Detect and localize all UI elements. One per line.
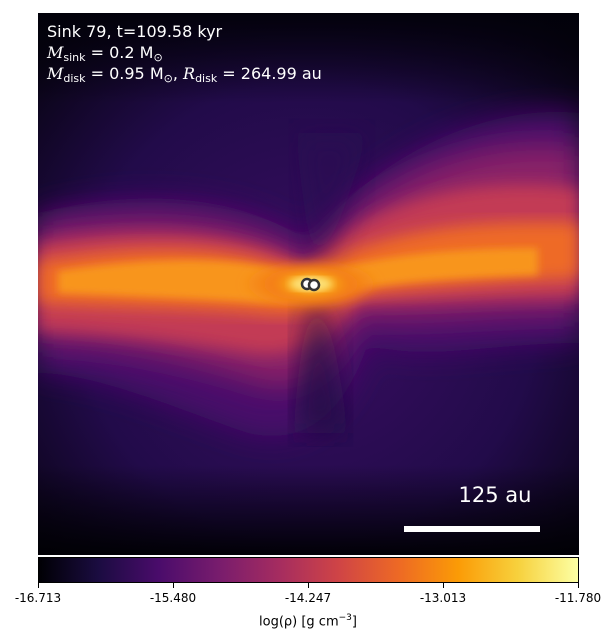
disk-line: Mdisk = 0.95 M⊙, Rdisk = 264.99 au [47,64,322,85]
colorbar-label: log(ρ) [g cm−3] [259,613,357,630]
sink-info: Sink 79, t=109.58 kyr Msink = 0.2 M⊙ Mdi… [47,21,322,84]
colorbar [38,557,579,583]
density-image [38,13,579,555]
sink-mass-line: Msink = 0.2 M⊙ [47,43,163,64]
sink-time-line: Sink 79, t=109.58 kyr [47,22,223,41]
colorbar-tick-label: -14.247 [284,591,332,605]
scale-bar [404,526,540,532]
colorbar-tick-label: -13.013 [419,591,467,605]
colorbar-tick [38,583,39,588]
colorbar-tick-label: -16.713 [14,591,62,605]
colorbar-tick [578,583,579,588]
sink-marker-secondary [307,278,321,292]
colorbar-tick-label: -11.780 [554,591,602,605]
colorbar-tick [443,583,444,588]
colorbar-tick-label: -15.480 [149,591,197,605]
colorbar-tick [173,583,174,588]
colorbar-tick [308,583,309,588]
scale-bar-label: 125 au [458,483,532,507]
density-map: Sink 79, t=109.58 kyr Msink = 0.2 M⊙ Mdi… [38,13,579,555]
